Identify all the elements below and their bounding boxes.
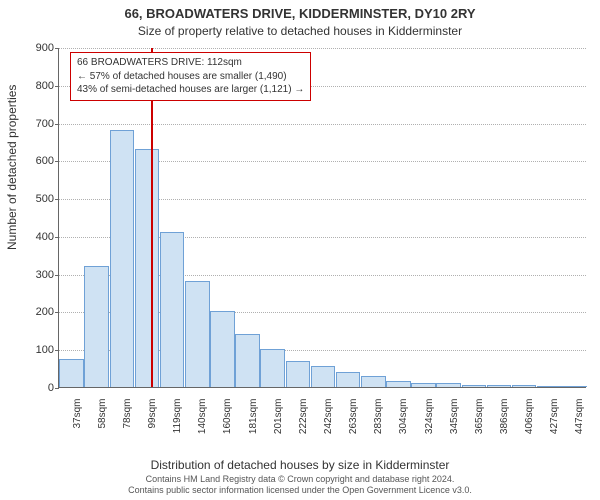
xtick-label: 160sqm [222,393,233,435]
annotation-box: 66 BROADWATERS DRIVE: 112sqm← 57% of det… [70,52,311,101]
histogram-bar [386,381,411,387]
xtick-label: 78sqm [122,393,133,429]
histogram-bar [235,334,260,387]
annotation-line: 43% of semi-detached houses are larger (… [77,83,304,97]
xtick-label: 324sqm [424,393,435,435]
histogram-bar [487,385,512,387]
histogram-bar [512,385,537,387]
ytick-label: 300 [36,269,59,281]
footer-line1: Contains HM Land Registry data © Crown c… [0,474,600,485]
histogram-bar [110,130,135,387]
histogram-bar [562,386,587,387]
ytick-label: 100 [36,344,59,356]
xtick-label: 99sqm [147,393,158,429]
histogram-bar [361,376,386,387]
histogram-bar [462,385,487,387]
chart-title: 66, BROADWATERS DRIVE, KIDDERMINSTER, DY… [0,6,600,21]
xtick-label: 365sqm [474,393,485,435]
histogram-bar [537,386,562,387]
histogram-bar [311,366,336,387]
histogram-bar [286,361,311,387]
xtick-label: 242sqm [323,393,334,435]
gridline [59,48,586,49]
chart-subtitle: Size of property relative to detached ho… [0,24,600,38]
histogram-bar [411,383,436,387]
histogram-bar [436,383,461,387]
footer-line2: Contains public sector information licen… [0,485,600,496]
xtick-label: 119sqm [172,393,183,434]
histogram-bar [336,372,361,387]
ytick-label: 800 [36,80,59,92]
y-axis-label: Number of detached properties [5,85,19,250]
xtick-label: 386sqm [499,393,510,435]
footer-attribution: Contains HM Land Registry data © Crown c… [0,474,600,496]
xtick-label: 58sqm [97,393,108,429]
histogram-bar [260,349,285,387]
property-size-histogram: 66, BROADWATERS DRIVE, KIDDERMINSTER, DY… [0,0,600,500]
ytick-label: 700 [36,118,59,130]
histogram-bar [84,266,109,387]
xtick-label: 447sqm [574,393,585,435]
xtick-label: 406sqm [524,393,535,435]
xtick-label: 37sqm [72,393,83,429]
xtick-label: 427sqm [549,393,560,435]
ytick-label: 400 [36,231,59,243]
ytick-label: 500 [36,193,59,205]
histogram-bar [135,149,160,387]
histogram-bar [185,281,210,387]
annotation-line: 66 BROADWATERS DRIVE: 112sqm [77,56,304,70]
xtick-label: 283sqm [373,393,384,435]
annotation-line: ← 57% of detached houses are smaller (1,… [77,70,304,84]
xtick-label: 304sqm [398,393,409,435]
xtick-label: 181sqm [248,393,259,435]
x-axis-label: Distribution of detached houses by size … [0,458,600,472]
xtick-label: 222sqm [298,393,309,435]
ytick-label: 900 [36,42,59,54]
ytick-label: 200 [36,306,59,318]
gridline [59,124,586,125]
ytick-label: 0 [48,382,59,394]
xtick-label: 263sqm [348,393,359,435]
ytick-label: 600 [36,155,59,167]
xtick-label: 140sqm [197,393,208,435]
histogram-bar [160,232,185,387]
xtick-label: 201sqm [273,393,284,435]
histogram-bar [59,359,84,387]
xtick-label: 345sqm [449,393,460,435]
histogram-bar [210,311,235,387]
